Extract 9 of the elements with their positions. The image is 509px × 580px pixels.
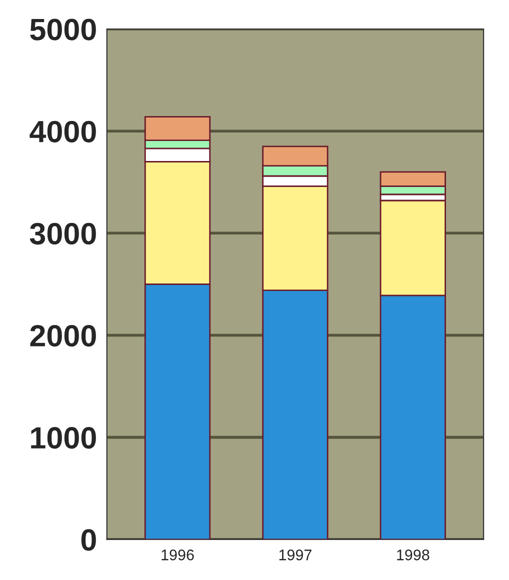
y-tick-label: 4000 bbox=[30, 120, 96, 142]
x-tick-label: 1996 bbox=[162, 550, 194, 560]
y-tick-label: 0 bbox=[81, 529, 96, 551]
y-tick-label: 3000 bbox=[30, 222, 96, 245]
y-tick-label: 5000 bbox=[30, 18, 96, 40]
x-tick-label: 1997 bbox=[279, 550, 312, 560]
y-tick-label: 1000 bbox=[31, 427, 96, 449]
y-tick-label: 2000 bbox=[30, 324, 96, 347]
x-tick-label: 1998 bbox=[397, 550, 430, 560]
